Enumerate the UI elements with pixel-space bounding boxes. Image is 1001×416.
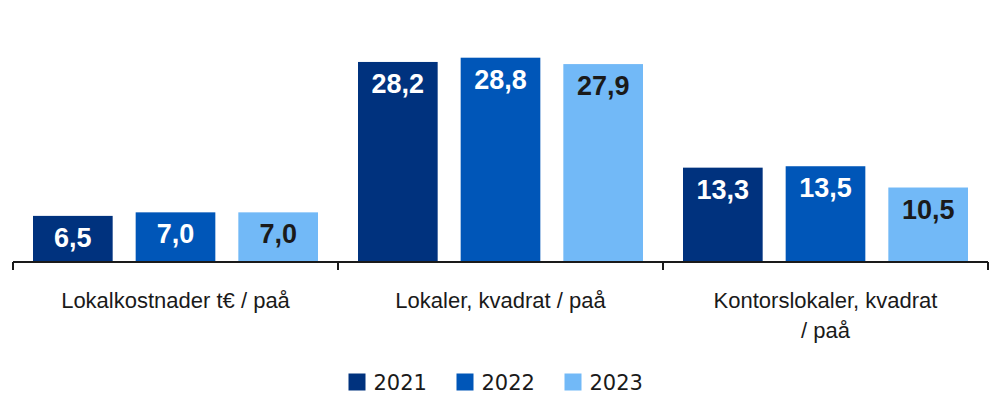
- data-label: 7,0: [259, 219, 297, 249]
- category-divider: [987, 262, 989, 270]
- data-label: 6,5: [54, 223, 92, 253]
- bar: [563, 64, 643, 262]
- bar: [461, 58, 541, 262]
- legend-label: 2022: [482, 371, 535, 395]
- bar: [683, 168, 763, 262]
- chart-root: 6,57,07,028,228,827,913,313,510,52021202…: [0, 0, 1001, 416]
- category-label: Lokaler, kvadrat / paå: [385, 286, 617, 316]
- category-divider: [662, 262, 664, 270]
- data-label: 28,8: [474, 65, 527, 95]
- category-label: Lokalkostnader t€ / paå: [60, 286, 292, 316]
- data-label: 7,0: [157, 219, 195, 249]
- bar: [33, 216, 113, 262]
- legend-label: 2021: [374, 371, 427, 395]
- data-label: 13,5: [799, 173, 852, 203]
- data-label: 27,9: [577, 71, 630, 101]
- bar: [238, 212, 318, 262]
- category-label: Kontorslokaler, kvadrat / paå: [710, 286, 942, 346]
- legend: 2021 2022 2023: [349, 371, 643, 395]
- x-axis: [13, 261, 988, 263]
- bar: [888, 188, 968, 262]
- legend-swatch: [565, 374, 582, 391]
- legend-label: 2023: [590, 371, 643, 395]
- data-label: 28,2: [372, 69, 425, 99]
- bars: [33, 58, 968, 262]
- bar: [358, 62, 438, 262]
- bar: [786, 166, 866, 262]
- legend-swatch: [457, 374, 474, 391]
- bar: [136, 212, 216, 262]
- data-label: 13,3: [697, 175, 750, 205]
- category-divider: [12, 262, 14, 270]
- data-labels: 6,5 7,0 7,0 28,2 28,8 27,9 13,3 13,5 10,5: [54, 65, 954, 253]
- data-label: 10,5: [902, 195, 955, 225]
- chart-svg: 6,57,07,028,228,827,913,313,510,52021202…: [0, 0, 1001, 416]
- legend-swatch: [349, 374, 366, 391]
- category-divider: [337, 262, 339, 270]
